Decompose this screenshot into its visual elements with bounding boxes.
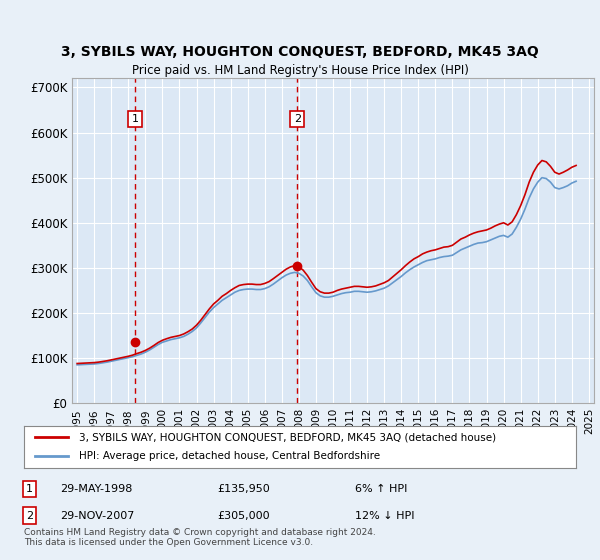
Text: HPI: Average price, detached house, Central Bedfordshire: HPI: Average price, detached house, Cent… <box>79 451 380 461</box>
Text: 29-MAY-1998: 29-MAY-1998 <box>60 484 132 494</box>
Text: £135,950: £135,950 <box>217 484 270 494</box>
Text: 3, SYBILS WAY, HOUGHTON CONQUEST, BEDFORD, MK45 3AQ (detached house): 3, SYBILS WAY, HOUGHTON CONQUEST, BEDFOR… <box>79 432 496 442</box>
Text: 1: 1 <box>26 484 33 494</box>
Text: 12% ↓ HPI: 12% ↓ HPI <box>355 511 415 521</box>
Text: Contains HM Land Registry data © Crown copyright and database right 2024.
This d: Contains HM Land Registry data © Crown c… <box>24 528 376 547</box>
Text: 1: 1 <box>132 114 139 124</box>
Text: 29-NOV-2007: 29-NOV-2007 <box>60 511 134 521</box>
Text: 2: 2 <box>294 114 301 124</box>
Text: £305,000: £305,000 <box>217 511 270 521</box>
Text: 3, SYBILS WAY, HOUGHTON CONQUEST, BEDFORD, MK45 3AQ: 3, SYBILS WAY, HOUGHTON CONQUEST, BEDFOR… <box>61 45 539 59</box>
Text: Price paid vs. HM Land Registry's House Price Index (HPI): Price paid vs. HM Land Registry's House … <box>131 64 469 77</box>
Text: 6% ↑ HPI: 6% ↑ HPI <box>355 484 407 494</box>
Text: 2: 2 <box>26 511 33 521</box>
